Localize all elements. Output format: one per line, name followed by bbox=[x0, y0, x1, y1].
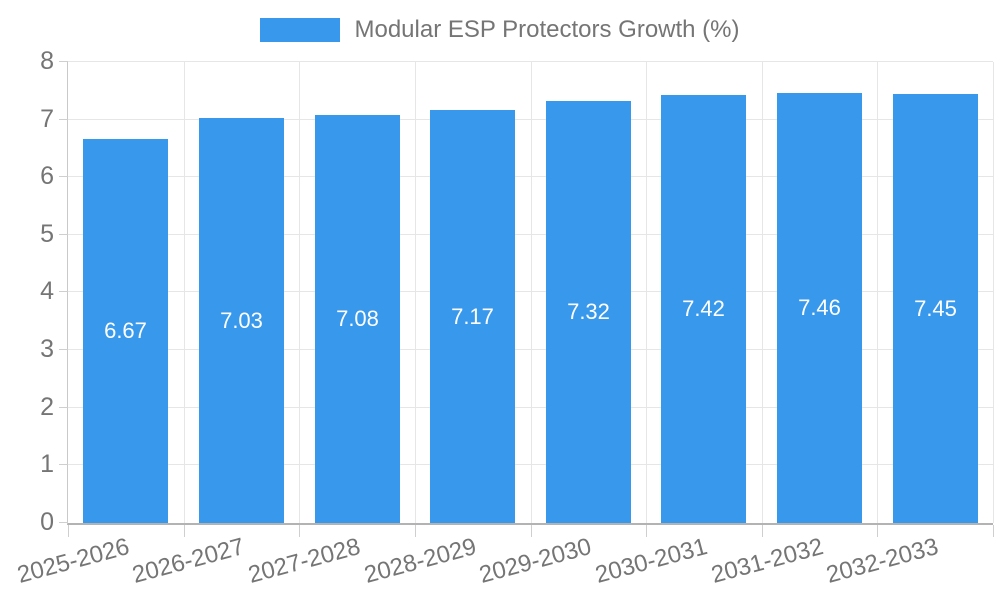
x-tick-label: 2025-2026 bbox=[14, 533, 133, 589]
bar-value-label: 7.32 bbox=[567, 299, 610, 324]
bar: 7.32 bbox=[546, 101, 631, 523]
bar: 6.67 bbox=[83, 139, 168, 523]
x-tick-label: 2028-2029 bbox=[361, 533, 480, 589]
x-tick-mark bbox=[415, 525, 416, 537]
bar: 7.17 bbox=[430, 110, 515, 523]
gridline-vertical bbox=[531, 62, 532, 523]
y-tick-mark bbox=[59, 349, 68, 350]
bar: 7.46 bbox=[777, 93, 862, 523]
gridline-horizontal bbox=[68, 119, 993, 120]
gridline-vertical bbox=[299, 62, 300, 523]
y-tick-mark bbox=[59, 234, 68, 235]
x-tick-label: 2026-2027 bbox=[129, 533, 248, 589]
y-tick-label: 1 bbox=[40, 450, 54, 478]
x-tick-mark bbox=[646, 525, 647, 537]
bar-value-label: 7.08 bbox=[336, 306, 379, 331]
x-tick-mark bbox=[993, 525, 994, 537]
x-tick-label: 2027-2028 bbox=[245, 533, 364, 589]
gridline-vertical bbox=[646, 62, 647, 523]
y-tick-label: 5 bbox=[40, 220, 54, 248]
gridline-vertical bbox=[877, 62, 878, 523]
gridline-vertical bbox=[993, 62, 994, 523]
gridline-horizontal bbox=[68, 176, 993, 177]
y-tick-mark bbox=[59, 407, 68, 408]
y-tick-mark bbox=[59, 464, 68, 465]
y-tick-mark bbox=[59, 522, 68, 523]
x-tick-mark bbox=[184, 525, 185, 537]
x-tick-label: 2030-2031 bbox=[592, 533, 711, 589]
x-tick-mark bbox=[877, 525, 878, 537]
y-tick-label: 2 bbox=[40, 393, 54, 421]
bar: 7.08 bbox=[315, 115, 400, 523]
bar-value-label: 7.17 bbox=[451, 303, 494, 329]
gridline-horizontal bbox=[68, 464, 993, 465]
x-tick-mark bbox=[762, 525, 763, 537]
x-tick-mark bbox=[299, 525, 300, 537]
y-tick-label: 8 bbox=[40, 47, 54, 75]
bar-value-label: 6.67 bbox=[104, 318, 147, 343]
x-tick-mark bbox=[531, 525, 532, 537]
gridline-horizontal bbox=[68, 407, 993, 408]
bar-value-label: 7.45 bbox=[914, 295, 957, 321]
bar: 7.45 bbox=[893, 94, 978, 523]
y-tick-mark bbox=[59, 176, 68, 177]
gridline-vertical bbox=[762, 62, 763, 523]
y-tick-label: 3 bbox=[40, 335, 54, 363]
gridline-horizontal bbox=[68, 349, 993, 350]
y-tick-mark bbox=[59, 119, 68, 120]
y-tick-label: 6 bbox=[40, 162, 54, 190]
y-tick-label: 7 bbox=[40, 105, 54, 133]
x-tick-label: 2031-2032 bbox=[708, 533, 827, 589]
bar: 7.03 bbox=[199, 118, 284, 523]
y-tick-label: 4 bbox=[40, 277, 54, 305]
y-tick-mark bbox=[59, 291, 68, 292]
bar-value-label: 7.42 bbox=[682, 296, 725, 321]
legend-color-swatch-icon bbox=[260, 18, 341, 42]
plot-area: 0 1 2 3 4 5 6 7 8 6.67 2025-2026 7.03 2026-2027 7.08 2… bbox=[15, 49, 994, 589]
bar: 7.42 bbox=[661, 95, 746, 523]
gridline-horizontal bbox=[68, 61, 993, 62]
bar-value-label: 7.03 bbox=[220, 307, 263, 333]
legend: Modular ESP Protectors Growth (%) bbox=[0, 16, 1000, 44]
gridline-horizontal bbox=[68, 234, 993, 235]
x-tick-label: 2029-2030 bbox=[476, 533, 595, 589]
x-tick-mark bbox=[68, 525, 69, 537]
gridline-vertical bbox=[184, 62, 185, 523]
legend-label: Modular ESP Protectors Growth (%) bbox=[354, 16, 740, 43]
x-tick-label: 2032-2033 bbox=[823, 533, 942, 589]
gridline-vertical bbox=[415, 62, 416, 523]
y-tick-mark bbox=[59, 61, 68, 62]
y-tick-label: 0 bbox=[40, 508, 54, 536]
gridline-horizontal bbox=[68, 291, 993, 292]
bar-value-label: 7.46 bbox=[798, 295, 841, 320]
